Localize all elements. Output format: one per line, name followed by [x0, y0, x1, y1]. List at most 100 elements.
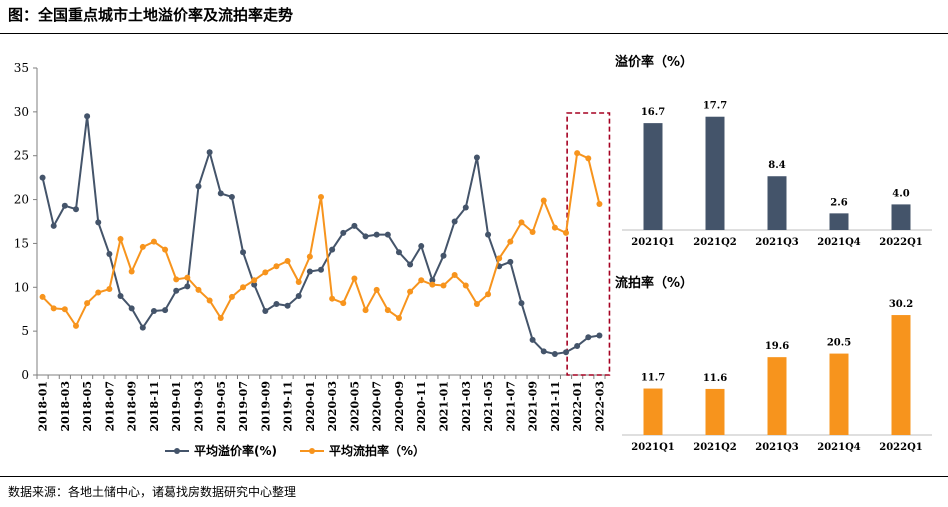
premium-bar [643, 123, 663, 230]
premium-rate-point [563, 349, 570, 356]
y-tick-label: 20 [14, 193, 29, 207]
failed-value-label: 20.5 [827, 338, 851, 349]
failed-rate-point [407, 288, 414, 295]
x-tick-label: 2021-03 [460, 381, 473, 432]
premium-rate-point [61, 202, 68, 209]
failed-bar [705, 388, 725, 435]
x-tick-label: 2018-11 [148, 381, 161, 432]
premium-rate-point [518, 300, 525, 307]
premium-rate-point [585, 334, 592, 341]
x-tick-label: 2019-05 [215, 381, 228, 432]
premium-rate-point [306, 268, 313, 275]
failed-rate-point [340, 300, 347, 307]
failed-rate-point [473, 300, 480, 307]
premium-rate-point [429, 277, 436, 284]
premium-rate-point [440, 252, 447, 259]
failed-rate-point [384, 307, 391, 314]
failed-rate-point [240, 284, 247, 291]
x-tick-label: 2022-03 [593, 381, 606, 432]
failed-rate-point [251, 277, 258, 284]
premium-rate-point [273, 300, 280, 307]
premium-title: 溢价率（%） [615, 54, 693, 70]
failed-rate-point [262, 269, 269, 276]
failed-rate-point [462, 282, 469, 289]
failed-bar [829, 353, 849, 435]
failed-rate-point [61, 306, 68, 313]
x-tick-label: 2021-07 [504, 381, 517, 432]
failed-rate-point [206, 297, 213, 304]
premium-value-label: 17.7 [703, 101, 727, 112]
premium-rate-point [50, 222, 57, 229]
premium-rate-point [173, 287, 180, 294]
bottom-divider [0, 476, 948, 477]
failed-rate-point [228, 293, 235, 300]
premium-rate-point [84, 113, 91, 120]
chart-canvas: 0 5 10 15 20 25 30 35 2018-01 2018-03 2018-05 2018-… [14, 54, 932, 458]
x-tick-label: 2021-09 [527, 381, 540, 432]
premium-rate-point [195, 183, 202, 190]
failed-category-label: 2021Q1 [631, 442, 675, 453]
premium-rate-point [295, 293, 302, 300]
failed-rate-point [184, 274, 191, 281]
failed-category-label: 2021Q4 [817, 442, 861, 453]
premium-bar [891, 204, 911, 230]
premium-category-label: 2021Q3 [755, 237, 799, 248]
failed-rate-point [596, 200, 603, 207]
failed-bar [767, 357, 787, 435]
failed-rate-point [485, 291, 492, 298]
y-tick-label: 25 [14, 149, 29, 163]
premium-category-label: 2021Q1 [631, 237, 675, 248]
legend-marker [309, 448, 315, 454]
premium-value-label: 8.4 [768, 160, 785, 171]
premium-rate-point [574, 343, 581, 350]
premium-rate-point [284, 302, 291, 309]
x-tick-label: 2019-01 [170, 381, 183, 432]
failed-rate-point [440, 282, 447, 289]
premium-bar [767, 176, 787, 230]
x-tick-label: 2019-03 [192, 381, 205, 432]
x-tick-label: 2020-03 [326, 381, 339, 432]
premium-rate-point [128, 305, 135, 312]
premium-rate-point [251, 281, 258, 288]
premium-rate-point [106, 250, 113, 257]
premium-rate-point [162, 307, 169, 314]
top-divider [0, 33, 948, 34]
failed-rate-point [306, 253, 313, 260]
x-tick-label: 2018-01 [37, 381, 50, 432]
x-tick-label: 2021-11 [549, 381, 562, 432]
failed-bar [891, 315, 911, 435]
premium-rate-point [217, 190, 224, 197]
premium-rate-point [262, 307, 269, 314]
x-tick-label: 2021-01 [438, 381, 451, 432]
premium-bar [829, 213, 849, 230]
failed-rate-point [563, 229, 570, 236]
premium-rate-point [206, 149, 213, 156]
failed-category-label: 2022Q1 [879, 442, 923, 453]
premium-rate-point [329, 246, 336, 253]
premium-rate-point [507, 258, 514, 265]
premium-rate-point [551, 350, 558, 357]
failed-value-label: 19.6 [765, 341, 789, 352]
x-tick-label: 2022-01 [571, 381, 584, 432]
failed-rate-point [507, 238, 514, 245]
legend-label: 平均溢价率(%) [194, 443, 277, 458]
failed-rate-point [72, 322, 79, 329]
premium-category-label: 2021Q2 [693, 237, 737, 248]
failed-rate-line [41, 151, 601, 328]
failed-rate-point [95, 289, 102, 296]
premium-rate-point [451, 218, 458, 225]
premium-rate-point [240, 249, 247, 256]
x-tick-label: 2019-11 [282, 381, 295, 432]
y-tick-label: 30 [14, 105, 29, 119]
failed-bar-chart: 流拍率（%） 11.7 2021Q1 11.6 2021Q2 19.6 2021Q3 20.5… [615, 275, 932, 453]
failed-rate-point [295, 279, 302, 286]
premium-value-label: 16.7 [641, 107, 665, 118]
premium-rate-point [462, 204, 469, 211]
premium-rate-point [529, 336, 536, 343]
failed-rate-point [50, 305, 57, 312]
premium-rate-point [384, 231, 391, 238]
failed-rate-point [518, 219, 525, 226]
failed-rate-point [195, 286, 202, 293]
premium-rate-point [318, 266, 324, 273]
x-tick-label: 2019-07 [237, 381, 250, 432]
